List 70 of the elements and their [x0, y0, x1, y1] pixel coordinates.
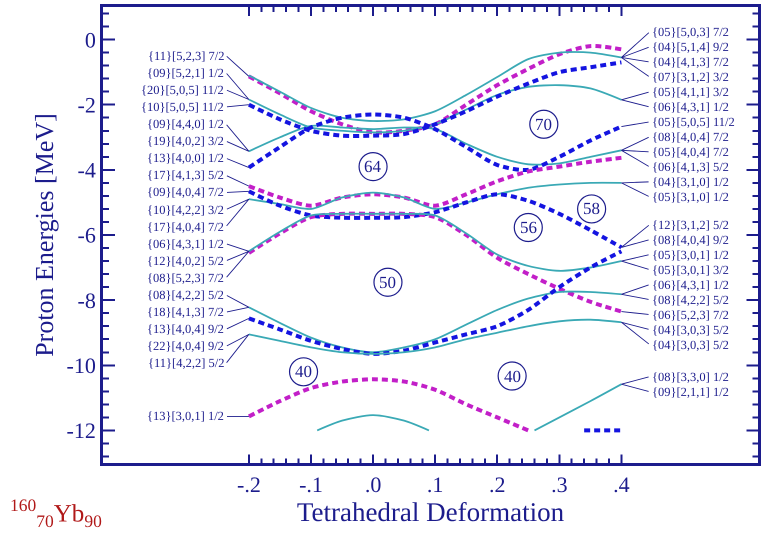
annotation: {04}[3,1,0] 1/2: [652, 175, 729, 189]
x-tick-label: .4: [613, 472, 630, 498]
x-tick-label: -.1: [299, 472, 323, 498]
x-tick-label: .3: [551, 472, 568, 498]
annotation: {05}[3,1,0] 1/2: [652, 190, 729, 204]
annotation: {17}[4,1,3] 5/2: [147, 168, 224, 182]
annotation: {06}[4,1,3] 5/2: [652, 160, 729, 174]
annotation: {19}[4,0,2] 3/2: [147, 134, 224, 148]
annotation: {08}[5,2,3] 7/2: [147, 271, 224, 285]
line-series: [246, 44, 624, 135]
annotation: 70: [535, 115, 552, 134]
annotation: 56: [520, 218, 537, 237]
annotation: {06}[4,3,1] 1/2: [147, 237, 224, 251]
annotation: {17}[4,0,4] 7/2: [147, 220, 224, 234]
annotation: {10}[4,2,2] 3/2: [147, 203, 224, 217]
annotation: {13}[4,0,4] 9/2: [147, 322, 224, 336]
line-series: [248, 212, 622, 272]
x-tick-label: .2: [488, 472, 506, 498]
annotation: {11}[5,2,3] 7/2: [148, 49, 224, 63]
annotation: {09}[2,1,1] 1/2: [652, 385, 729, 399]
annotation: {05}[3,0,1] 1/2: [652, 248, 729, 262]
annotation: 58: [583, 199, 600, 218]
annotation: 40: [295, 362, 312, 381]
annotation: {04}[3,0,3] 5/2: [652, 323, 729, 337]
annotation: {05}[4,1,1] 3/2: [652, 85, 729, 99]
annotation: {08}[3,3,0] 1/2: [652, 370, 729, 384]
annotation: {04}[3,0,3] 5/2: [652, 338, 729, 352]
annotation: {09}[4,0,4] 7/2: [147, 185, 224, 199]
y-tick-label: -6: [78, 222, 96, 248]
line-series: [248, 290, 622, 354]
annotation: {10}[5,0,5] 11/2: [141, 100, 224, 114]
annotation: {06}[5,2,3] 7/2: [652, 308, 729, 322]
x-tick-label: .0: [364, 472, 382, 498]
annotation: {07}[3,1,2] 3/2: [652, 70, 729, 84]
x-axis-title: Tetrahedral Deformation: [296, 497, 565, 528]
annotation: {08}[4,0,4] 7/2: [652, 130, 729, 144]
annotation: {12}[3,1,2] 5/2: [652, 218, 729, 232]
annotation: {09}[4,4,0] 1/2: [147, 117, 224, 131]
annotation: {05}[4,0,4] 7/2: [652, 145, 729, 159]
annotation: {13}[4,0,0] 1/2: [147, 151, 224, 165]
annotation: {22}[4,0,4] 9/2: [147, 339, 224, 353]
annotation: {08}[4,0,4] 9/2: [652, 233, 729, 247]
y-tick-label: -12: [66, 418, 96, 444]
annotation: {06}[4,3,1] 1/2: [652, 100, 729, 114]
annotation: {04}[5,1,4] 9/2: [652, 40, 729, 54]
annotation: {12}[4,0,2] 5/2: [147, 254, 224, 268]
annotation: 40: [504, 367, 521, 386]
annotation: 50: [379, 273, 396, 292]
y-tick-label: -8: [78, 288, 96, 313]
annotation: {06}[4,3,1] 1/2: [652, 278, 729, 292]
line-series: [534, 383, 622, 432]
annotation: {05}[5,0,5] 11/2: [652, 115, 735, 129]
y-axis-title: Proton Energies [MeV]: [30, 113, 59, 357]
annotation: {13}[3,0,1] 1/2: [147, 409, 224, 423]
annotation: 64: [364, 157, 382, 176]
annotation: {04}[4,1,3] 7/2: [652, 55, 729, 69]
x-tick-label: -.2: [236, 472, 261, 498]
y-tick-label: -2: [78, 92, 96, 118]
y-tick-label: -4: [78, 158, 96, 183]
y-tick-label: 0: [84, 27, 96, 52]
annotation: {18}[4,1,3] 7/2: [147, 305, 224, 319]
annotation: {20}[5,0,5] 11/2: [141, 83, 224, 97]
annotation: {05}[5,0,3] 7/2: [652, 25, 729, 39]
annotation: {05}[3,0,1] 3/2: [652, 263, 729, 277]
annotation: {08}[4,2,2] 5/2: [652, 293, 729, 307]
x-tick-label: .1: [426, 472, 444, 498]
annotation: {09}[5,2,1] 1/2: [147, 66, 224, 80]
annotation: {11}[4,2,2] 5/2: [148, 356, 224, 370]
annotation: {08}[4,2,2] 5/2: [147, 288, 224, 302]
y-tick-label: -10: [66, 352, 96, 378]
